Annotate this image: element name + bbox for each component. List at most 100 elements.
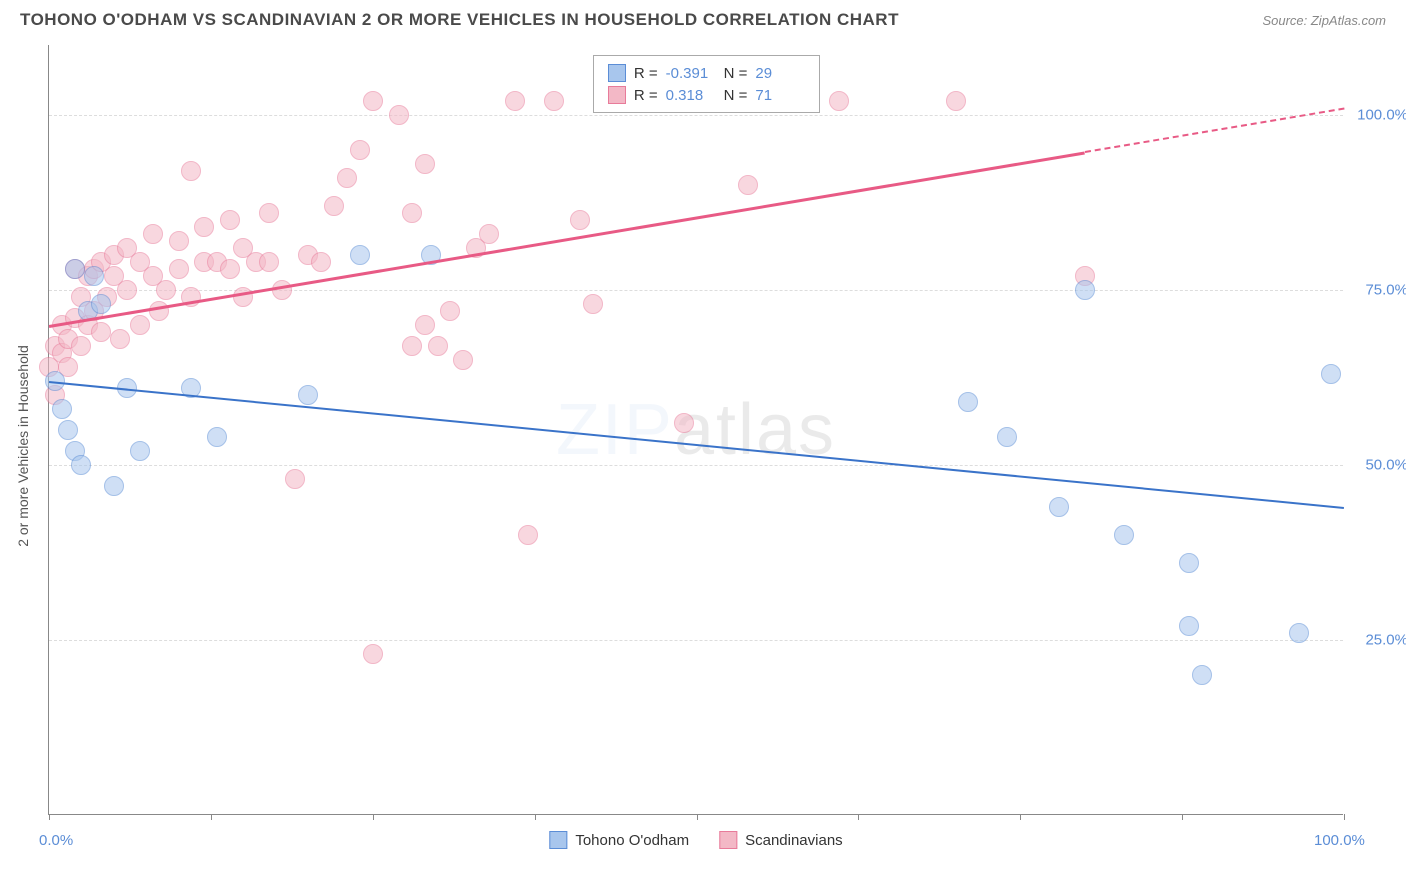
x-tick-label: 0.0% (39, 832, 73, 849)
data-point (71, 336, 91, 356)
data-point (71, 455, 91, 475)
data-point (91, 294, 111, 314)
data-point (52, 399, 72, 419)
data-point (428, 336, 448, 356)
legend-r-label: R = (634, 65, 658, 82)
data-point (389, 105, 409, 125)
data-point (181, 161, 201, 181)
data-point (674, 413, 694, 433)
grid-line (49, 465, 1343, 466)
legend-n-value: 29 (755, 65, 805, 82)
data-point (311, 252, 331, 272)
data-point (58, 420, 78, 440)
legend-r-label: R = (634, 87, 658, 104)
legend-row: R = 0.318 N = 71 (608, 84, 806, 106)
series-name: Tohono O'odham (575, 832, 689, 849)
chart-title: TOHONO O'ODHAM VS SCANDINAVIAN 2 OR MORE… (20, 10, 899, 30)
data-point (350, 245, 370, 265)
data-point (363, 644, 383, 664)
data-point (220, 259, 240, 279)
source-attribution: Source: ZipAtlas.com (1262, 13, 1386, 28)
x-tick (373, 814, 374, 820)
y-tick-label: 50.0% (1365, 457, 1406, 474)
data-point (363, 91, 383, 111)
series-legend-item: Scandinavians (719, 831, 843, 849)
data-point (997, 427, 1017, 447)
data-point (1289, 623, 1309, 643)
legend-n-label: N = (724, 87, 748, 104)
data-point (117, 280, 137, 300)
data-point (233, 287, 253, 307)
data-point (1192, 665, 1212, 685)
data-point (130, 315, 150, 335)
x-tick (1344, 814, 1345, 820)
x-tick (535, 814, 536, 820)
data-point (91, 322, 111, 342)
data-point (324, 196, 344, 216)
data-point (65, 259, 85, 279)
data-point (220, 210, 240, 230)
legend-swatch (719, 831, 737, 849)
data-point (259, 252, 279, 272)
data-point (350, 140, 370, 160)
watermark: ZIPatlas (556, 389, 836, 471)
x-tick-label: 100.0% (1314, 832, 1365, 849)
data-point (570, 210, 590, 230)
data-point (415, 315, 435, 335)
data-point (946, 91, 966, 111)
data-point (259, 203, 279, 223)
legend-swatch (608, 86, 626, 104)
data-point (505, 91, 525, 111)
data-point (415, 154, 435, 174)
data-point (337, 168, 357, 188)
legend-n-value: 71 (755, 87, 805, 104)
data-point (169, 259, 189, 279)
data-point (829, 91, 849, 111)
grid-line (49, 640, 1343, 641)
data-point (143, 224, 163, 244)
scatter-chart: ZIPatlas 25.0%50.0%75.0%100.0%0.0%100.0%… (48, 45, 1343, 815)
legend-swatch (549, 831, 567, 849)
data-point (518, 525, 538, 545)
data-point (149, 301, 169, 321)
data-point (958, 392, 978, 412)
data-point (298, 385, 318, 405)
data-point (583, 294, 603, 314)
x-tick (1182, 814, 1183, 820)
data-point (544, 91, 564, 111)
x-tick (1020, 814, 1021, 820)
trend-line (49, 381, 1344, 509)
data-point (440, 301, 460, 321)
series-name: Scandinavians (745, 832, 843, 849)
y-tick-label: 75.0% (1365, 282, 1406, 299)
grid-line (49, 115, 1343, 116)
data-point (84, 266, 104, 286)
x-tick (697, 814, 698, 820)
data-point (285, 469, 305, 489)
correlation-legend: R = -0.391 N = 29 R = 0.318 N = 71 (593, 55, 821, 113)
data-point (110, 329, 130, 349)
legend-swatch (608, 64, 626, 82)
y-axis-label: 2 or more Vehicles in Household (15, 345, 31, 547)
data-point (1049, 497, 1069, 517)
legend-r-value: -0.391 (666, 65, 716, 82)
legend-row: R = -0.391 N = 29 (608, 62, 806, 84)
data-point (479, 224, 499, 244)
data-point (1179, 616, 1199, 636)
data-point (169, 231, 189, 251)
data-point (453, 350, 473, 370)
data-point (738, 175, 758, 195)
x-tick (211, 814, 212, 820)
data-point (1114, 525, 1134, 545)
data-point (156, 280, 176, 300)
data-point (272, 280, 292, 300)
legend-r-value: 0.318 (666, 87, 716, 104)
data-point (207, 427, 227, 447)
series-legend-item: Tohono O'odham (549, 831, 689, 849)
x-tick (858, 814, 859, 820)
series-legend: Tohono O'odham Scandinavians (549, 831, 842, 849)
legend-n-label: N = (724, 65, 748, 82)
data-point (1179, 553, 1199, 573)
data-point (1321, 364, 1341, 384)
data-point (1075, 280, 1095, 300)
